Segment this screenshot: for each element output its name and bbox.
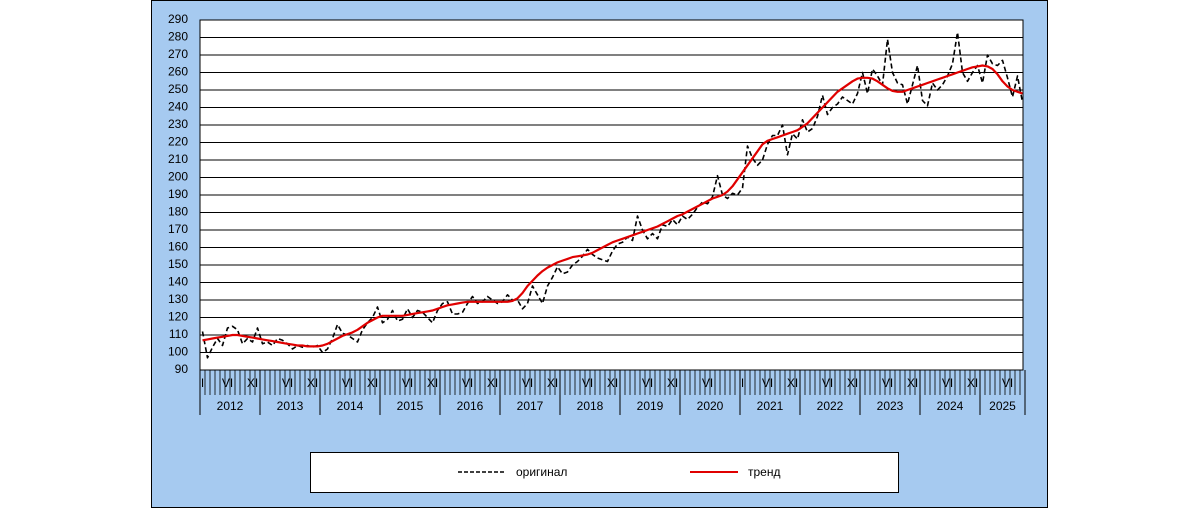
year-label: 2016 (457, 399, 484, 413)
year-label: 2020 (697, 399, 724, 413)
y-tick-label: 200 (168, 170, 188, 184)
x-tick-label: XI (607, 376, 618, 390)
y-tick-label: 260 (168, 65, 188, 79)
year-label: 2015 (397, 399, 424, 413)
x-tick-label: XI (787, 376, 798, 390)
x-tick-label: VI (642, 376, 653, 390)
x-tick-label: XI (427, 376, 438, 390)
x-tick-label: XI (907, 376, 918, 390)
x-tick-label: VI (402, 376, 413, 390)
x-tick-label: VI (282, 376, 293, 390)
x-tick-label: VI (342, 376, 353, 390)
x-tick-label: XI (847, 376, 858, 390)
x-tick-label: VI (222, 376, 233, 390)
x-tick-label: I (201, 376, 204, 390)
y-tick-label: 210 (168, 152, 188, 166)
x-tick-label: XI (667, 376, 678, 390)
raw-line (201, 31, 1024, 359)
y-tick-label: 130 (168, 292, 188, 306)
legend-label: оригинал (516, 465, 567, 479)
y-tick-label: 270 (168, 47, 188, 61)
year-label: 2017 (517, 399, 544, 413)
y-tick-label: 120 (168, 310, 188, 324)
y-tick-label: 140 (168, 275, 188, 289)
x-tick-label: XI (367, 376, 378, 390)
y-tick-label: 250 (168, 82, 188, 96)
year-label: 2023 (877, 399, 904, 413)
y-tick-label: 100 (168, 345, 188, 359)
year-label: 2013 (277, 399, 304, 413)
x-tick-label: XI (247, 376, 258, 390)
x-tick-label: VI (582, 376, 593, 390)
year-label: 2024 (937, 399, 964, 413)
y-tick-label: 190 (168, 187, 188, 201)
x-tick-label: VI (522, 376, 533, 390)
year-label: 2018 (577, 399, 604, 413)
y-tick-label: 220 (168, 135, 188, 149)
x-tick-label: I (741, 376, 744, 390)
year-label: 2014 (337, 399, 364, 413)
y-tick-label: 230 (168, 117, 188, 131)
trend-line (202, 64, 1023, 348)
y-tick-label: 150 (168, 257, 188, 271)
x-tick-label: XI (487, 376, 498, 390)
year-label: 2012 (217, 399, 244, 413)
year-label: 2019 (637, 399, 664, 413)
plot-border (199, 19, 1024, 371)
x-tick-label: VI (1002, 376, 1013, 390)
x-tick-label: VI (762, 376, 773, 390)
year-label: 2022 (817, 399, 844, 413)
y-tick-label: 180 (168, 205, 188, 219)
y-tick-label: 240 (168, 100, 188, 114)
y-tick-label: 290 (168, 12, 188, 26)
y-tick-label: 160 (168, 240, 188, 254)
y-tick-label: 90 (175, 362, 189, 376)
x-tick-label: XI (307, 376, 318, 390)
year-label: 2021 (757, 399, 784, 413)
x-tick-label: VI (702, 376, 713, 390)
x-tick-label: XI (967, 376, 978, 390)
y-tick-label: 280 (168, 30, 188, 44)
x-tick-label: VI (462, 376, 473, 390)
year-label: 2025 (989, 399, 1016, 413)
x-tick-label: XI (547, 376, 558, 390)
y-tick-label: 110 (169, 327, 188, 341)
legend (310, 452, 899, 493)
legend-label: тренд (748, 465, 780, 479)
x-tick-label: VI (942, 376, 953, 390)
x-tick-label: VI (822, 376, 833, 390)
y-tick-label: 170 (168, 222, 188, 236)
x-tick-label: VI (882, 376, 893, 390)
